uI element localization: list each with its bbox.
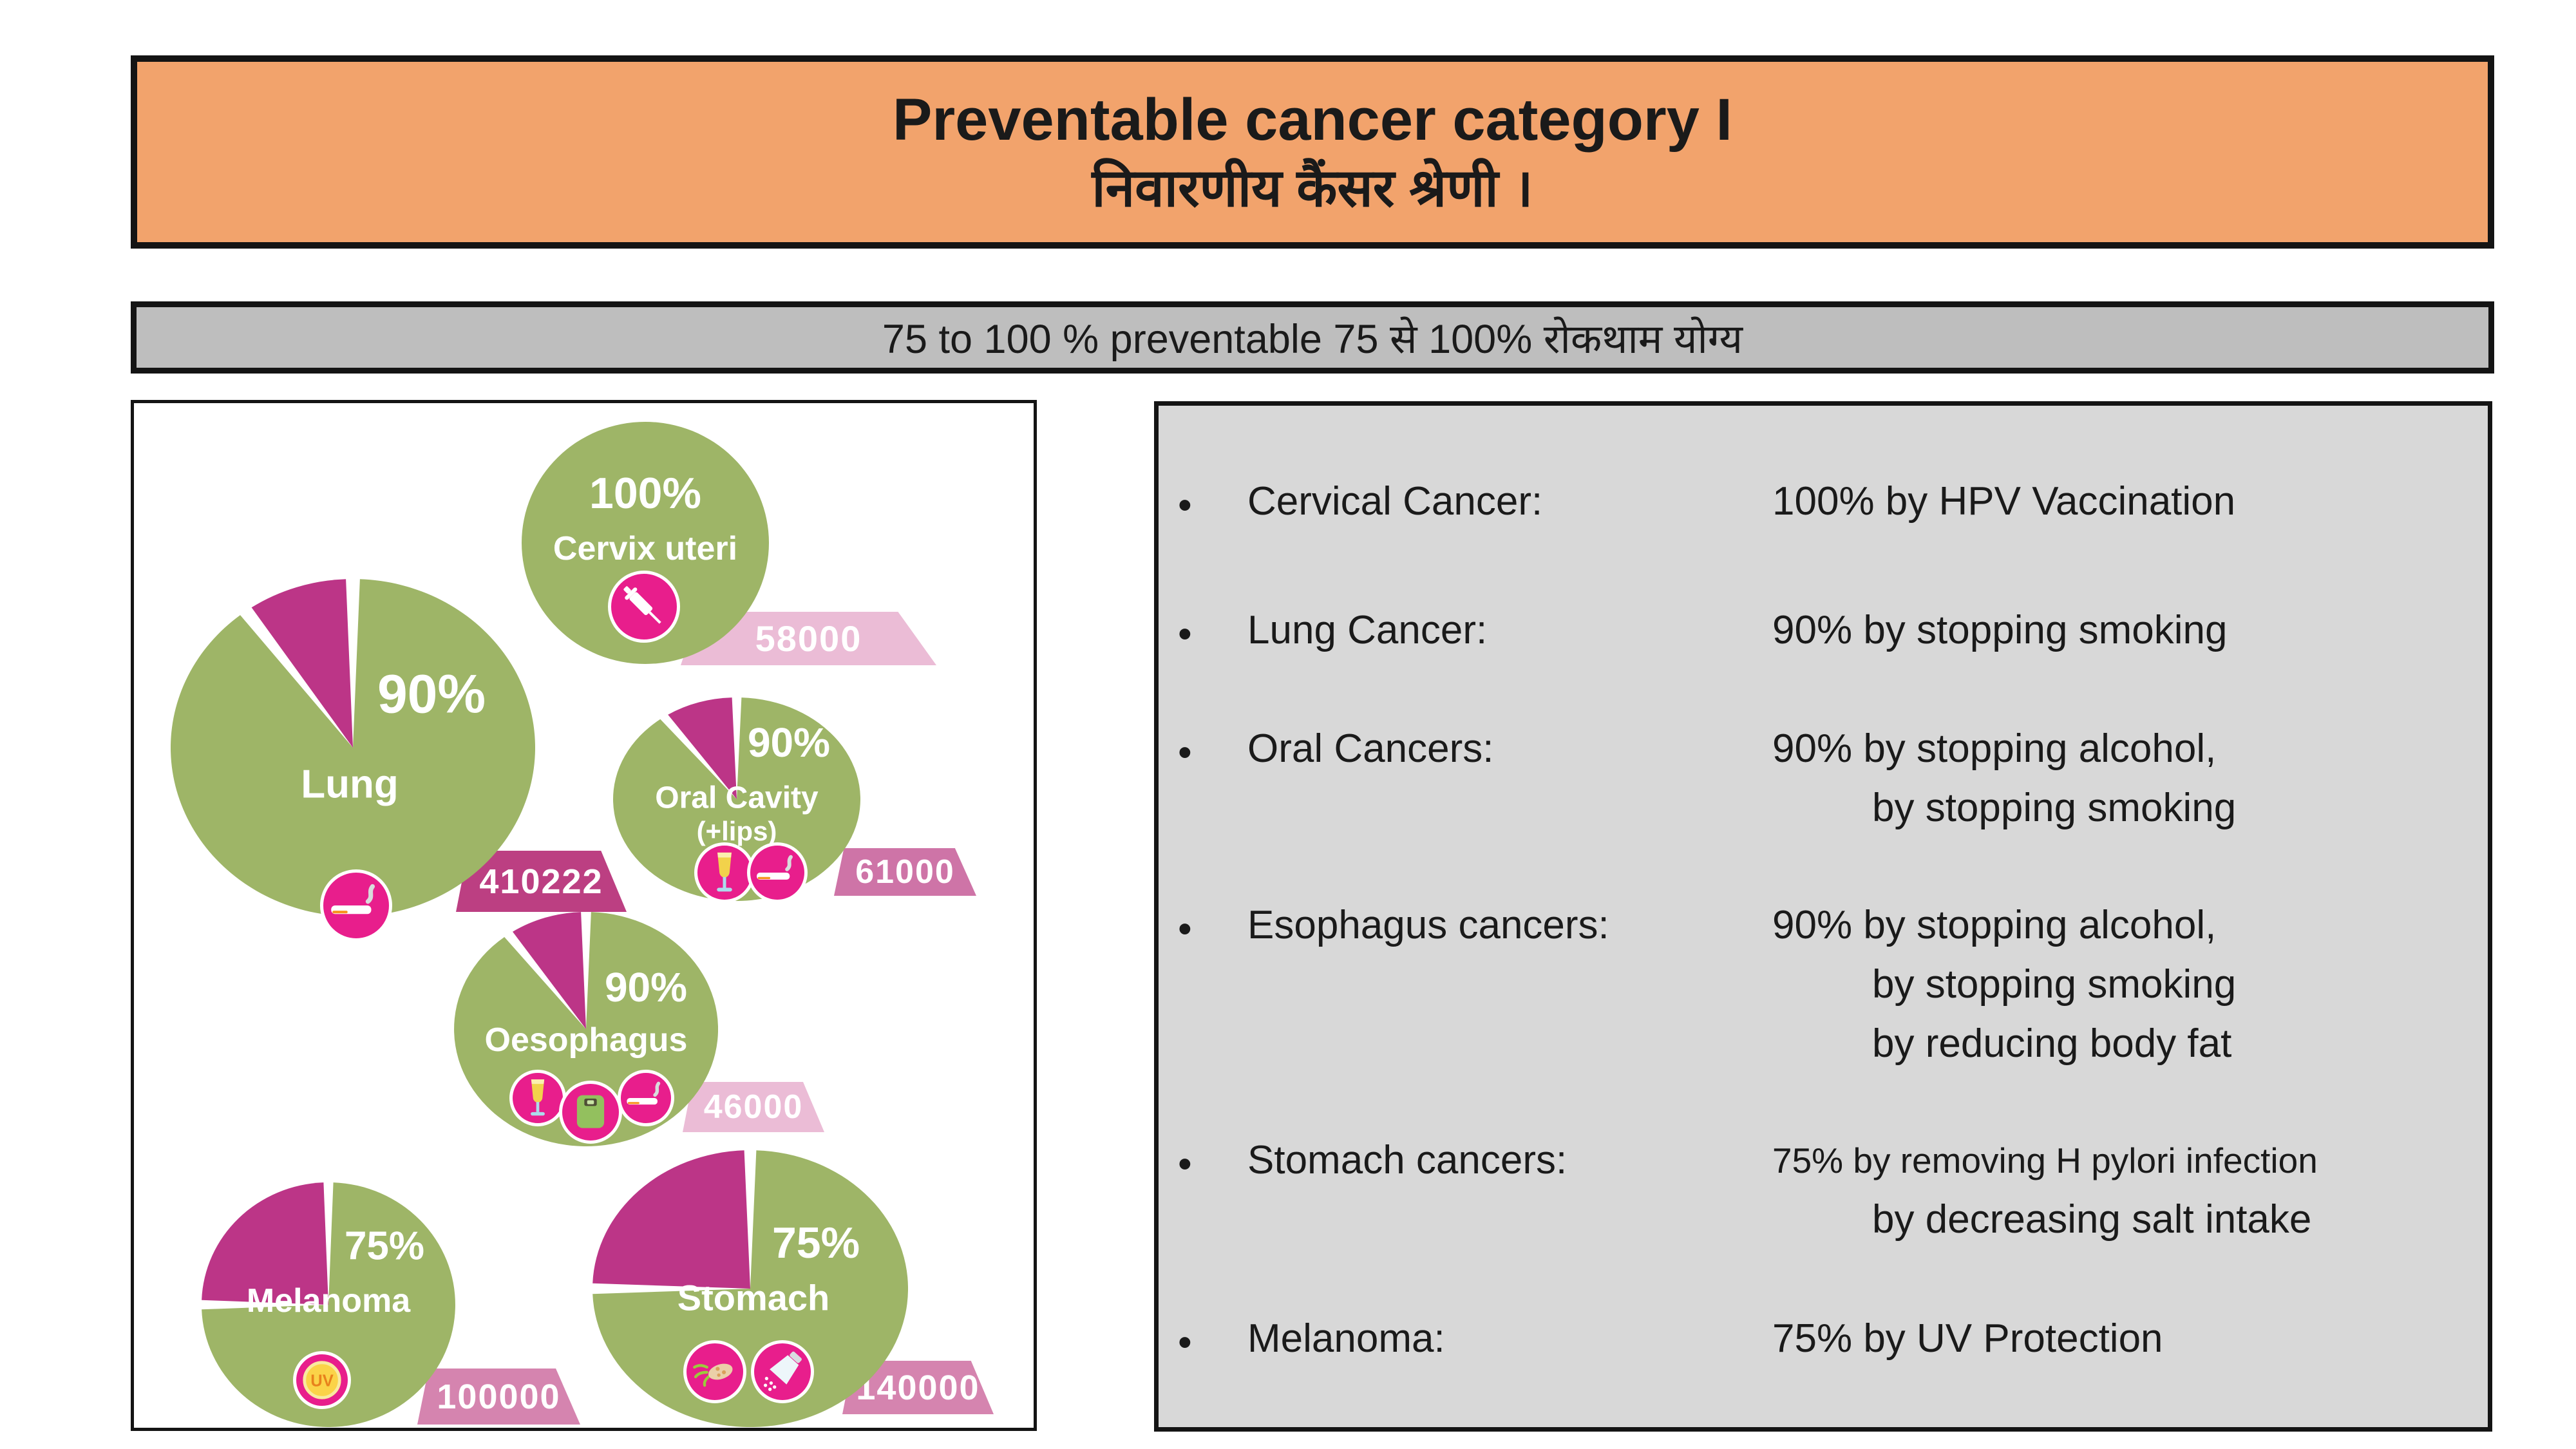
- bullet-dot: •: [1178, 730, 1192, 775]
- bullet-value-line: by decreasing salt intake: [1872, 1197, 2312, 1242]
- cigarette-icon: [320, 869, 392, 942]
- pie-stomach: [592, 1150, 909, 1428]
- bullet-label: Stomach cancers:: [1247, 1138, 1567, 1182]
- champagne-glass-icon: [694, 842, 755, 903]
- cigarette-icon: [618, 1070, 674, 1126]
- title-line-hindi: निवारणीय कैंसर श्रेणी ।: [1092, 159, 1533, 218]
- bullet-label: Cervical Cancer:: [1247, 479, 1543, 524]
- champagne-glass-icon: [509, 1070, 566, 1126]
- bullet-dot: •: [1178, 612, 1192, 656]
- bullet-value-line: 75% by UV Protection: [1772, 1316, 2163, 1361]
- bullet-value-line: 90% by stopping alcohol,: [1772, 726, 2217, 771]
- pie-stomach-name: Stomach: [677, 1277, 830, 1318]
- infographic-panel: 58000 100% Cervix uteri 410222 90% Lung 61000 9…: [131, 400, 1037, 1431]
- pie-oesophagus-name: Oesophagus: [484, 1021, 688, 1059]
- pie-cervix-uteri-value-ribbon: 58000: [681, 612, 936, 665]
- bullet-value: 90% by stopping smoking: [1772, 601, 2228, 660]
- bullet-value-line: by stopping smoking: [1872, 786, 2237, 830]
- bullet-value-line: 100% by HPV Vaccination: [1772, 479, 2236, 524]
- bullet-value: 75% by removing H pylori infection by dec…: [1772, 1131, 2318, 1249]
- weighing-scale-icon: [559, 1081, 622, 1144]
- pie-oral-cavity-percent-label: 90%: [747, 719, 831, 766]
- pie-melanoma: [202, 1182, 455, 1427]
- pie-melanoma-value-ribbon: 100000: [417, 1368, 580, 1425]
- pie-oral-cavity-name-line2: (+lips): [696, 816, 777, 846]
- bullet-label: Oral Cancers:: [1247, 726, 1494, 771]
- subtitle-text: 75 to 100 % preventable 75 से 100% रोकथा…: [882, 316, 1743, 362]
- svg-text:UV: UV: [310, 1372, 334, 1390]
- title-line-english: Preventable cancer category I: [893, 87, 1732, 153]
- pie-lung: [170, 579, 535, 917]
- pie-melanoma-name: Melanoma: [246, 1282, 411, 1320]
- title-banner: Preventable cancer category I निवारणीय क…: [131, 55, 2494, 249]
- bullet-label: Melanoma:: [1247, 1316, 1445, 1361]
- subtitle-bar: 75 to 100 % preventable 75 से 100% रोकथा…: [131, 301, 2494, 374]
- bullet-value: 100% by HPV Vaccination: [1772, 472, 2235, 531]
- bullet-panel: • Cervical Cancer: 100% by HPV Vaccination…: [1154, 401, 2492, 1432]
- bullet-dot: •: [1178, 483, 1192, 527]
- bullet-value-line: by stopping smoking: [1872, 962, 2237, 1007]
- bullet-value: 75% by UV Protection: [1772, 1309, 2163, 1368]
- bullet-value-line: 90% by stopping smoking: [1772, 608, 2228, 652]
- bullet-value-line: by reducing body fat: [1872, 1021, 2232, 1066]
- bullet-value: 90% by stopping alcohol, by stopping smok…: [1772, 896, 2236, 1074]
- bullet-dot: •: [1178, 1142, 1192, 1186]
- pie-stomach-percent-label: 75%: [772, 1218, 860, 1267]
- bullet-value-line: 90% by stopping alcohol,: [1772, 903, 2217, 947]
- bullet-label: Esophagus cancers:: [1247, 903, 1609, 947]
- pie-cervix-uteri-percent-label: 100%: [589, 469, 701, 518]
- pie-oesophagus-value-ribbon: 46000: [683, 1082, 824, 1132]
- pie-lung-name: Lung: [301, 762, 399, 807]
- salt-shaker-icon: [751, 1340, 814, 1403]
- bullet-dot: •: [1178, 1320, 1192, 1365]
- h-pylori-bacteria-icon: [683, 1340, 746, 1403]
- bullet-value: 90% by stopping alcohol, by stopping smok…: [1772, 719, 2236, 838]
- pie-lung-percent-label: 90%: [377, 663, 486, 724]
- bullet-label: Lung Cancer:: [1247, 608, 1488, 652]
- cigarette-icon: [747, 842, 808, 903]
- pie-oral-cavity-value-ribbon: 61000: [834, 848, 976, 896]
- pie-cervix-uteri-name: Cervix uteri: [553, 530, 738, 567]
- bullet-dot: •: [1178, 907, 1192, 951]
- pie-oesophagus-percent-label: 90%: [604, 964, 688, 1010]
- bullet-value-line: 75% by removing H pylori infection: [1772, 1141, 2318, 1180]
- pie-oral-cavity-name: Oral Cavity: [655, 781, 819, 815]
- pie-oral-cavity: [613, 697, 861, 901]
- pie-lung-value-ribbon: 410222: [456, 851, 627, 912]
- pie-cervix-uteri: [522, 422, 769, 664]
- uv-icon: UV: [293, 1351, 351, 1409]
- syringe-icon: [608, 571, 680, 643]
- pie-melanoma-percent-label: 75%: [344, 1224, 425, 1269]
